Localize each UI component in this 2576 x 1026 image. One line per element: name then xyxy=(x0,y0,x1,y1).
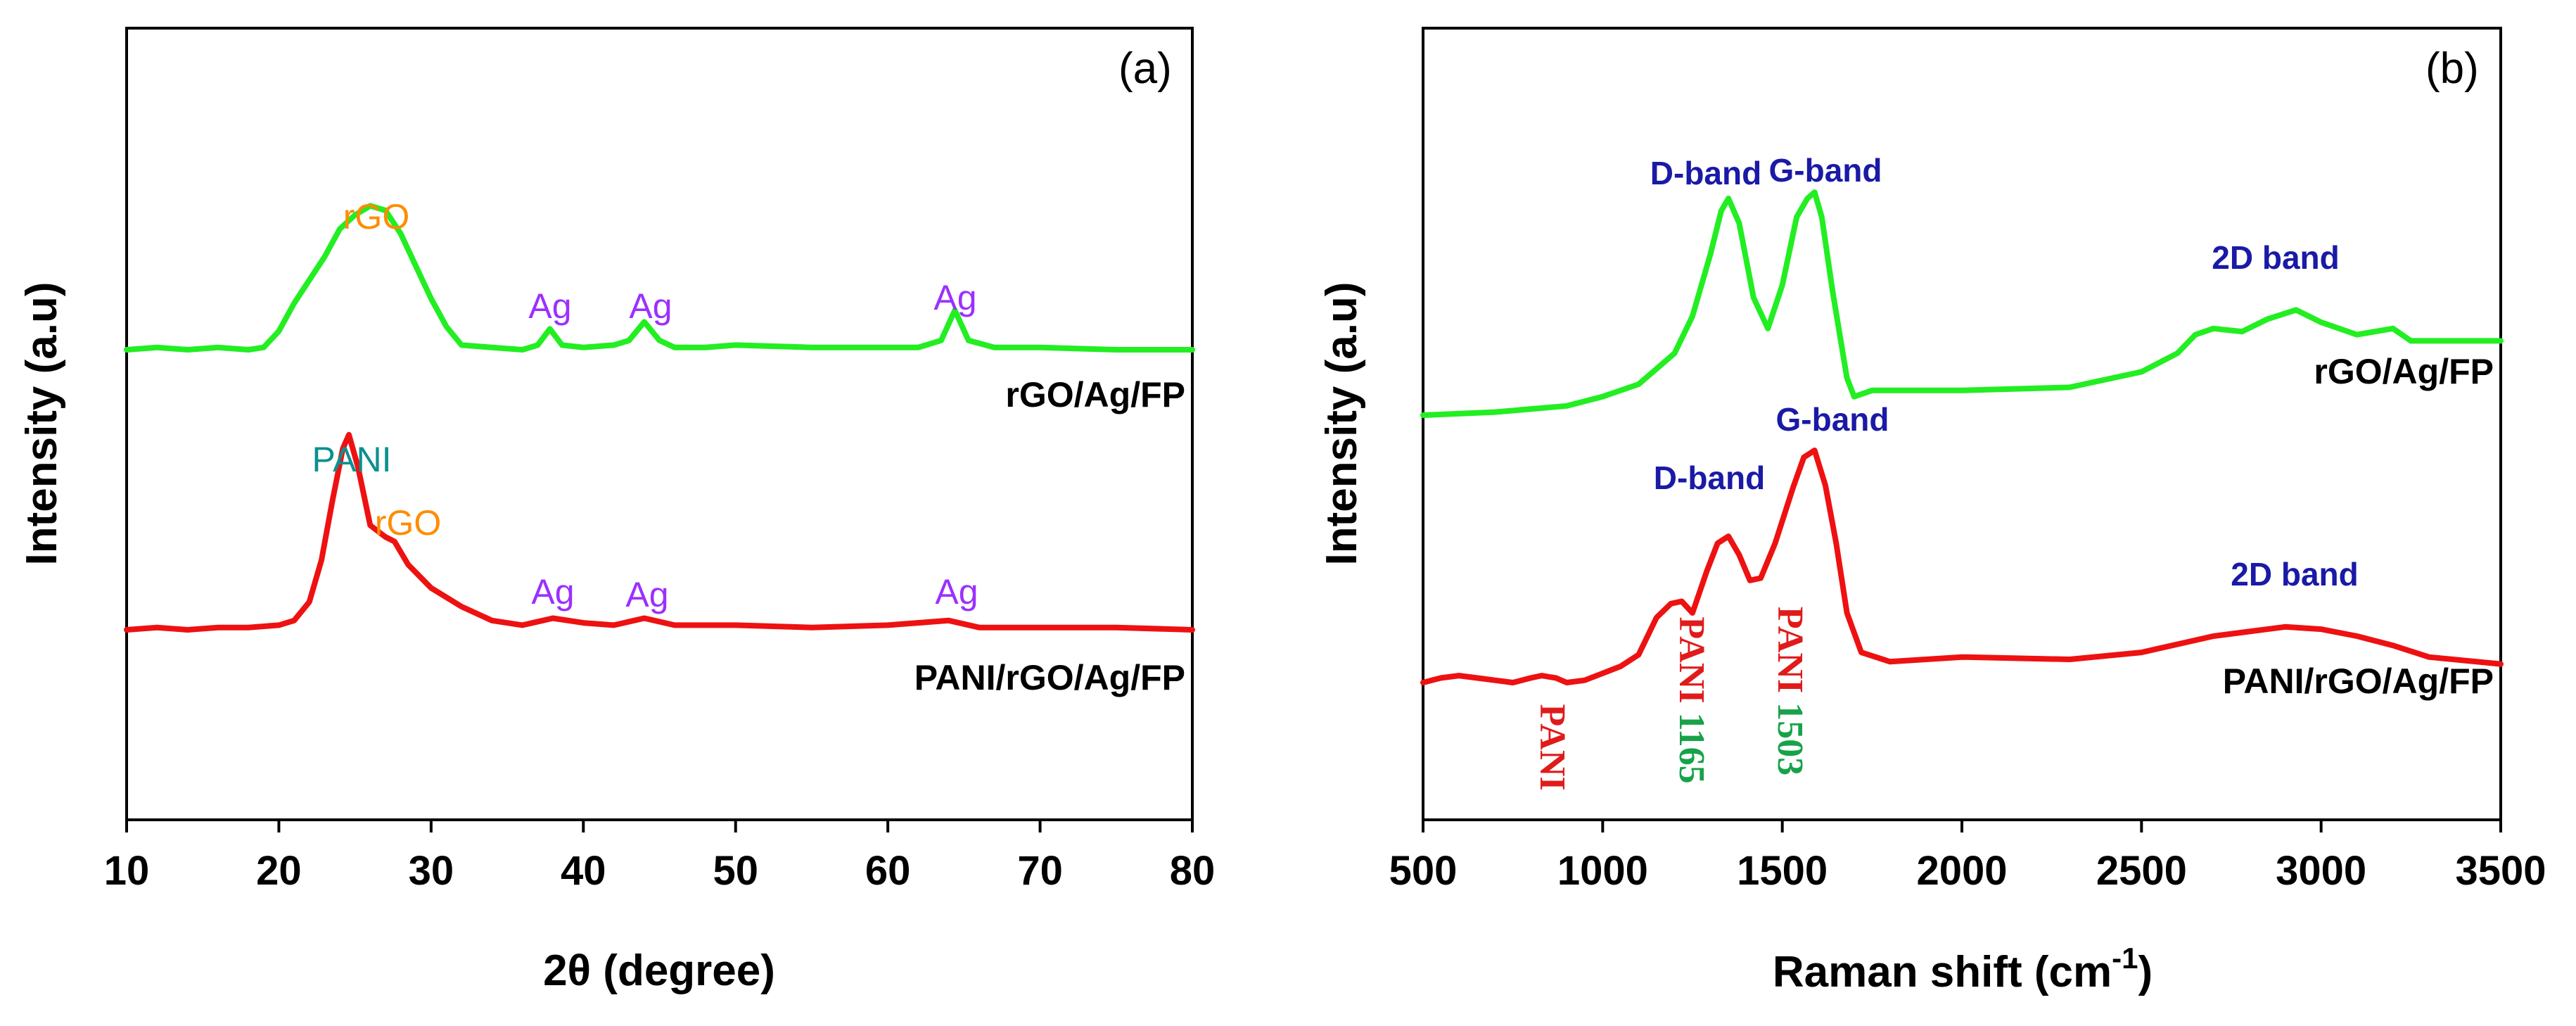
panel-a-x-tick-label: 70 xyxy=(1017,848,1063,894)
panel-b-ann-pani-1503-word: PANI xyxy=(1770,607,1810,702)
panel-a-ann-ag-3: Ag xyxy=(933,278,976,317)
panel-b-x-axis-title-sup: -1 xyxy=(2112,942,2138,975)
panel-b-x-tick-label: 2500 xyxy=(2096,848,2187,894)
panel-b-series-rgo-ag-fp xyxy=(1420,189,2504,418)
panel-b-sample-label-rgo: rGO/Ag/FP xyxy=(2314,352,2494,391)
panel-b-x-ticks: 500 1000 1500 2000 2500 3000 3500 xyxy=(1389,820,2546,894)
panel-b-label: (b) xyxy=(2425,44,2479,93)
panel-a-label: (a) xyxy=(1118,44,1172,93)
panel-b-ann-g-band-top: G-band xyxy=(1769,152,1882,189)
panel-a-ann-pani: PANI xyxy=(312,440,392,479)
panel-a-x-tick-label: 80 xyxy=(1170,848,1216,894)
panel-a-x-tick-label: 20 xyxy=(256,848,302,894)
panel-b-ann-pani-1503: PANI 1503 xyxy=(1770,607,1810,775)
panel-b-x-axis-title: Raman shift (cm-1) xyxy=(1773,942,2153,996)
panel-b-ann-2d-band-top: 2D band xyxy=(2212,239,2339,276)
panel-a-series-pani-rgo-ag-fp xyxy=(124,431,1195,633)
panel-a-x-ticks: 10 20 30 40 50 60 70 80 xyxy=(104,820,1216,894)
panel-a-xrd: (a) 10 20 30 40 50 60 70 80 rGO/Ag/FP PANI/rGO/… xyxy=(18,27,1216,995)
panel-a-series xyxy=(124,203,1195,633)
panel-b-series xyxy=(1420,189,2504,685)
panel-b-ann-pani-1165-number: 1165 xyxy=(1671,713,1711,784)
panel-b-ann-2d-band-bottom: 2D band xyxy=(2231,556,2358,593)
panel-a-ann-rgo-top: rGO xyxy=(343,197,409,236)
panel-a-ann-rgo-bottom: rGO xyxy=(375,503,441,543)
panel-b-ann-d-band-bottom: D-band xyxy=(1654,460,1765,496)
panel-b-ann-pani-1165: PANI 1165 xyxy=(1671,616,1711,783)
panel-b-x-tick-label: 1500 xyxy=(1737,848,1828,894)
panel-b-ann-d-band-top: D-band xyxy=(1650,155,1761,191)
panel-a-ann-ag-6: Ag xyxy=(935,572,978,612)
panel-a-series-rgo-ag-fp xyxy=(124,203,1195,353)
panel-b-series-pani-rgo-ag-fp xyxy=(1420,448,2504,685)
panel-b-raman: (b) 500 1000 1500 2000 2500 3000 3500 rGO/Ag/F… xyxy=(1318,27,2546,996)
panel-b-ann-pani-1503-number: 1503 xyxy=(1770,702,1810,775)
panel-a-x-tick-label: 30 xyxy=(409,848,454,894)
panel-b-x-tick-label: 1000 xyxy=(1557,848,1648,894)
panel-a-x-axis-title: 2θ (degree) xyxy=(543,946,775,995)
panel-a-x-tick-label: 50 xyxy=(713,848,758,894)
panel-b-frame xyxy=(1422,27,2502,821)
panel-b-ann-g-band-bottom: G-band xyxy=(1776,401,1889,438)
panel-a-x-tick-label: 60 xyxy=(865,848,911,894)
panel-b-x-axis-title-end: ) xyxy=(2138,948,2153,996)
panel-b-sample-label-pani: PANI/rGO/Ag/FP xyxy=(2223,661,2494,701)
panel-b-ann-pani: PANI xyxy=(1532,704,1572,790)
panel-a-x-tick-label: 10 xyxy=(104,848,150,894)
panel-a-sample-label-rgo: rGO/Ag/FP xyxy=(1005,375,1185,414)
panel-a-y-axis-title: Intensity (a.u) xyxy=(18,281,66,565)
panel-a-ann-ag-5: Ag xyxy=(625,575,668,614)
panel-b-x-tick-label: 500 xyxy=(1389,848,1458,894)
panel-a-frame xyxy=(125,27,1194,821)
panel-a-ann-ag-4: Ag xyxy=(531,572,574,612)
panel-a-x-tick-label: 40 xyxy=(561,848,606,894)
panel-a-ann-ag-1: Ag xyxy=(528,286,571,326)
panel-a-sample-label-pani: PANI/rGO/Ag/FP xyxy=(914,658,1185,697)
panel-b-x-tick-label: 2000 xyxy=(1916,848,2007,894)
panel-a-ann-ag-2: Ag xyxy=(629,286,672,326)
panel-b-ann-pani-1165-word: PANI xyxy=(1671,616,1711,712)
panel-b-x-tick-label: 3500 xyxy=(2455,848,2546,894)
panel-b-x-tick-label: 3000 xyxy=(2276,848,2366,894)
panel-b-y-axis-title: Intensity (a.u) xyxy=(1318,281,1366,565)
panel-b-x-axis-title-main: Raman shift (cm xyxy=(1773,948,2112,996)
